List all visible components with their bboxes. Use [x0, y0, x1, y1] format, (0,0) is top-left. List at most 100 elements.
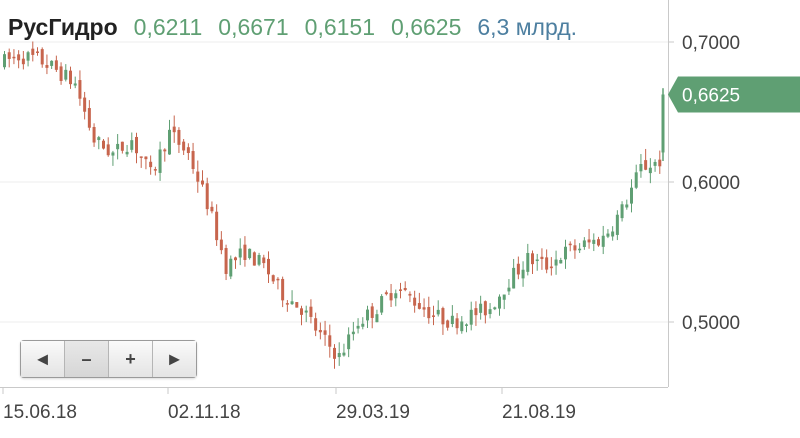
candle-body: [97, 137, 101, 141]
candle-body: [601, 235, 605, 247]
candle-body: [106, 144, 110, 156]
candle-body: [427, 307, 431, 319]
candle-body: [474, 308, 478, 316]
candle-body: [318, 329, 322, 333]
candle-body: [87, 108, 91, 128]
candle-body: [17, 54, 21, 61]
candle-body: [323, 330, 327, 335]
open-value: 0,6211: [133, 14, 203, 40]
candle-body: [568, 243, 572, 246]
candle-body: [26, 52, 30, 61]
candle-body: [54, 60, 58, 70]
candle-body: [483, 301, 487, 316]
candle-body: [630, 187, 633, 204]
candle-body: [403, 287, 407, 291]
candle-body: [653, 161, 657, 166]
candle-body: [408, 293, 412, 296]
candle-body: [587, 239, 591, 243]
chart-navigation: ◄ – + ►: [20, 340, 197, 378]
candle-body: [549, 266, 553, 269]
candle-body: [276, 278, 280, 281]
candle-body: [196, 171, 200, 182]
candle-body: [417, 303, 421, 309]
grid-lines: [0, 41, 668, 323]
candle-body: [488, 309, 492, 315]
candle-body: [304, 310, 308, 313]
candle-body: [271, 275, 275, 282]
candle-body: [578, 248, 582, 251]
candle-body: [64, 69, 68, 80]
candle-body: [172, 126, 176, 133]
candle-body: [224, 248, 228, 274]
candle-body: [394, 293, 398, 299]
candle-body: [455, 318, 459, 329]
candle-body: [73, 83, 77, 86]
scroll-forward-button[interactable]: ►: [153, 341, 196, 377]
candle-body: [469, 309, 473, 325]
candle-body: [356, 325, 360, 329]
last-price-badge: 0,6625: [668, 76, 800, 113]
candle-body: [661, 94, 665, 153]
y-tick-label: 0,7000: [682, 33, 740, 54]
candle-body: [36, 51, 39, 53]
candle-body: [309, 306, 313, 317]
candle-body: [507, 287, 511, 292]
candle-body: [300, 308, 303, 315]
x-tick-label: 02.11.18: [168, 402, 241, 423]
volume-value: 6,3 млрд.: [477, 14, 578, 40]
candle-body: [639, 164, 643, 172]
candle-body: [234, 257, 237, 261]
candle-body: [243, 244, 247, 260]
candle-body: [493, 307, 497, 310]
candle-body: [295, 302, 299, 308]
candle-body: [163, 149, 167, 152]
candle-body: [361, 323, 365, 327]
zoom-in-button[interactable]: +: [109, 341, 153, 377]
candle-body: [130, 140, 134, 150]
candle-body: [351, 331, 355, 335]
candle-body: [413, 297, 417, 306]
candle-body: [540, 256, 544, 259]
candle-body: [479, 303, 483, 313]
candle-body: [380, 296, 384, 313]
instrument-title: РусГидро: [8, 14, 118, 40]
candle-body: [257, 255, 261, 265]
candle-body: [432, 315, 435, 317]
candle-body: [620, 204, 624, 219]
candle-body: [40, 49, 44, 65]
candle-body: [564, 246, 567, 260]
candle-body: [535, 259, 539, 262]
candle-body: [370, 306, 374, 318]
high-value: 0,6671: [218, 14, 289, 40]
zoom-out-button[interactable]: –: [65, 341, 109, 377]
candle-body: [644, 160, 648, 170]
candle-body: [191, 151, 195, 170]
candle-body: [342, 352, 346, 356]
candle-body: [177, 129, 181, 145]
candle-body: [559, 260, 563, 264]
candle-body: [531, 253, 534, 265]
candle-body: [83, 97, 87, 112]
candle-body: [78, 80, 82, 99]
candle-body: [526, 252, 530, 272]
candle-body: [611, 231, 615, 237]
candle-body: [186, 147, 190, 154]
candle-body: [248, 248, 252, 259]
candle-body: [399, 289, 402, 291]
candle-body: [120, 141, 124, 151]
candle-body: [502, 294, 506, 300]
candle-body: [3, 54, 6, 68]
candle-body: [50, 60, 54, 66]
candle-body: [384, 292, 388, 295]
candle-body: [111, 152, 115, 156]
candle-body: [465, 324, 468, 326]
candle-body: [328, 335, 332, 347]
candle-body: [205, 183, 209, 210]
candle-body: [285, 303, 289, 305]
candle-body: [337, 353, 341, 358]
candle-body: [262, 257, 266, 264]
scroll-back-button[interactable]: ◄: [21, 341, 65, 377]
candle-body: [144, 156, 148, 160]
candle-body: [634, 172, 638, 188]
candle-body: [102, 140, 105, 149]
